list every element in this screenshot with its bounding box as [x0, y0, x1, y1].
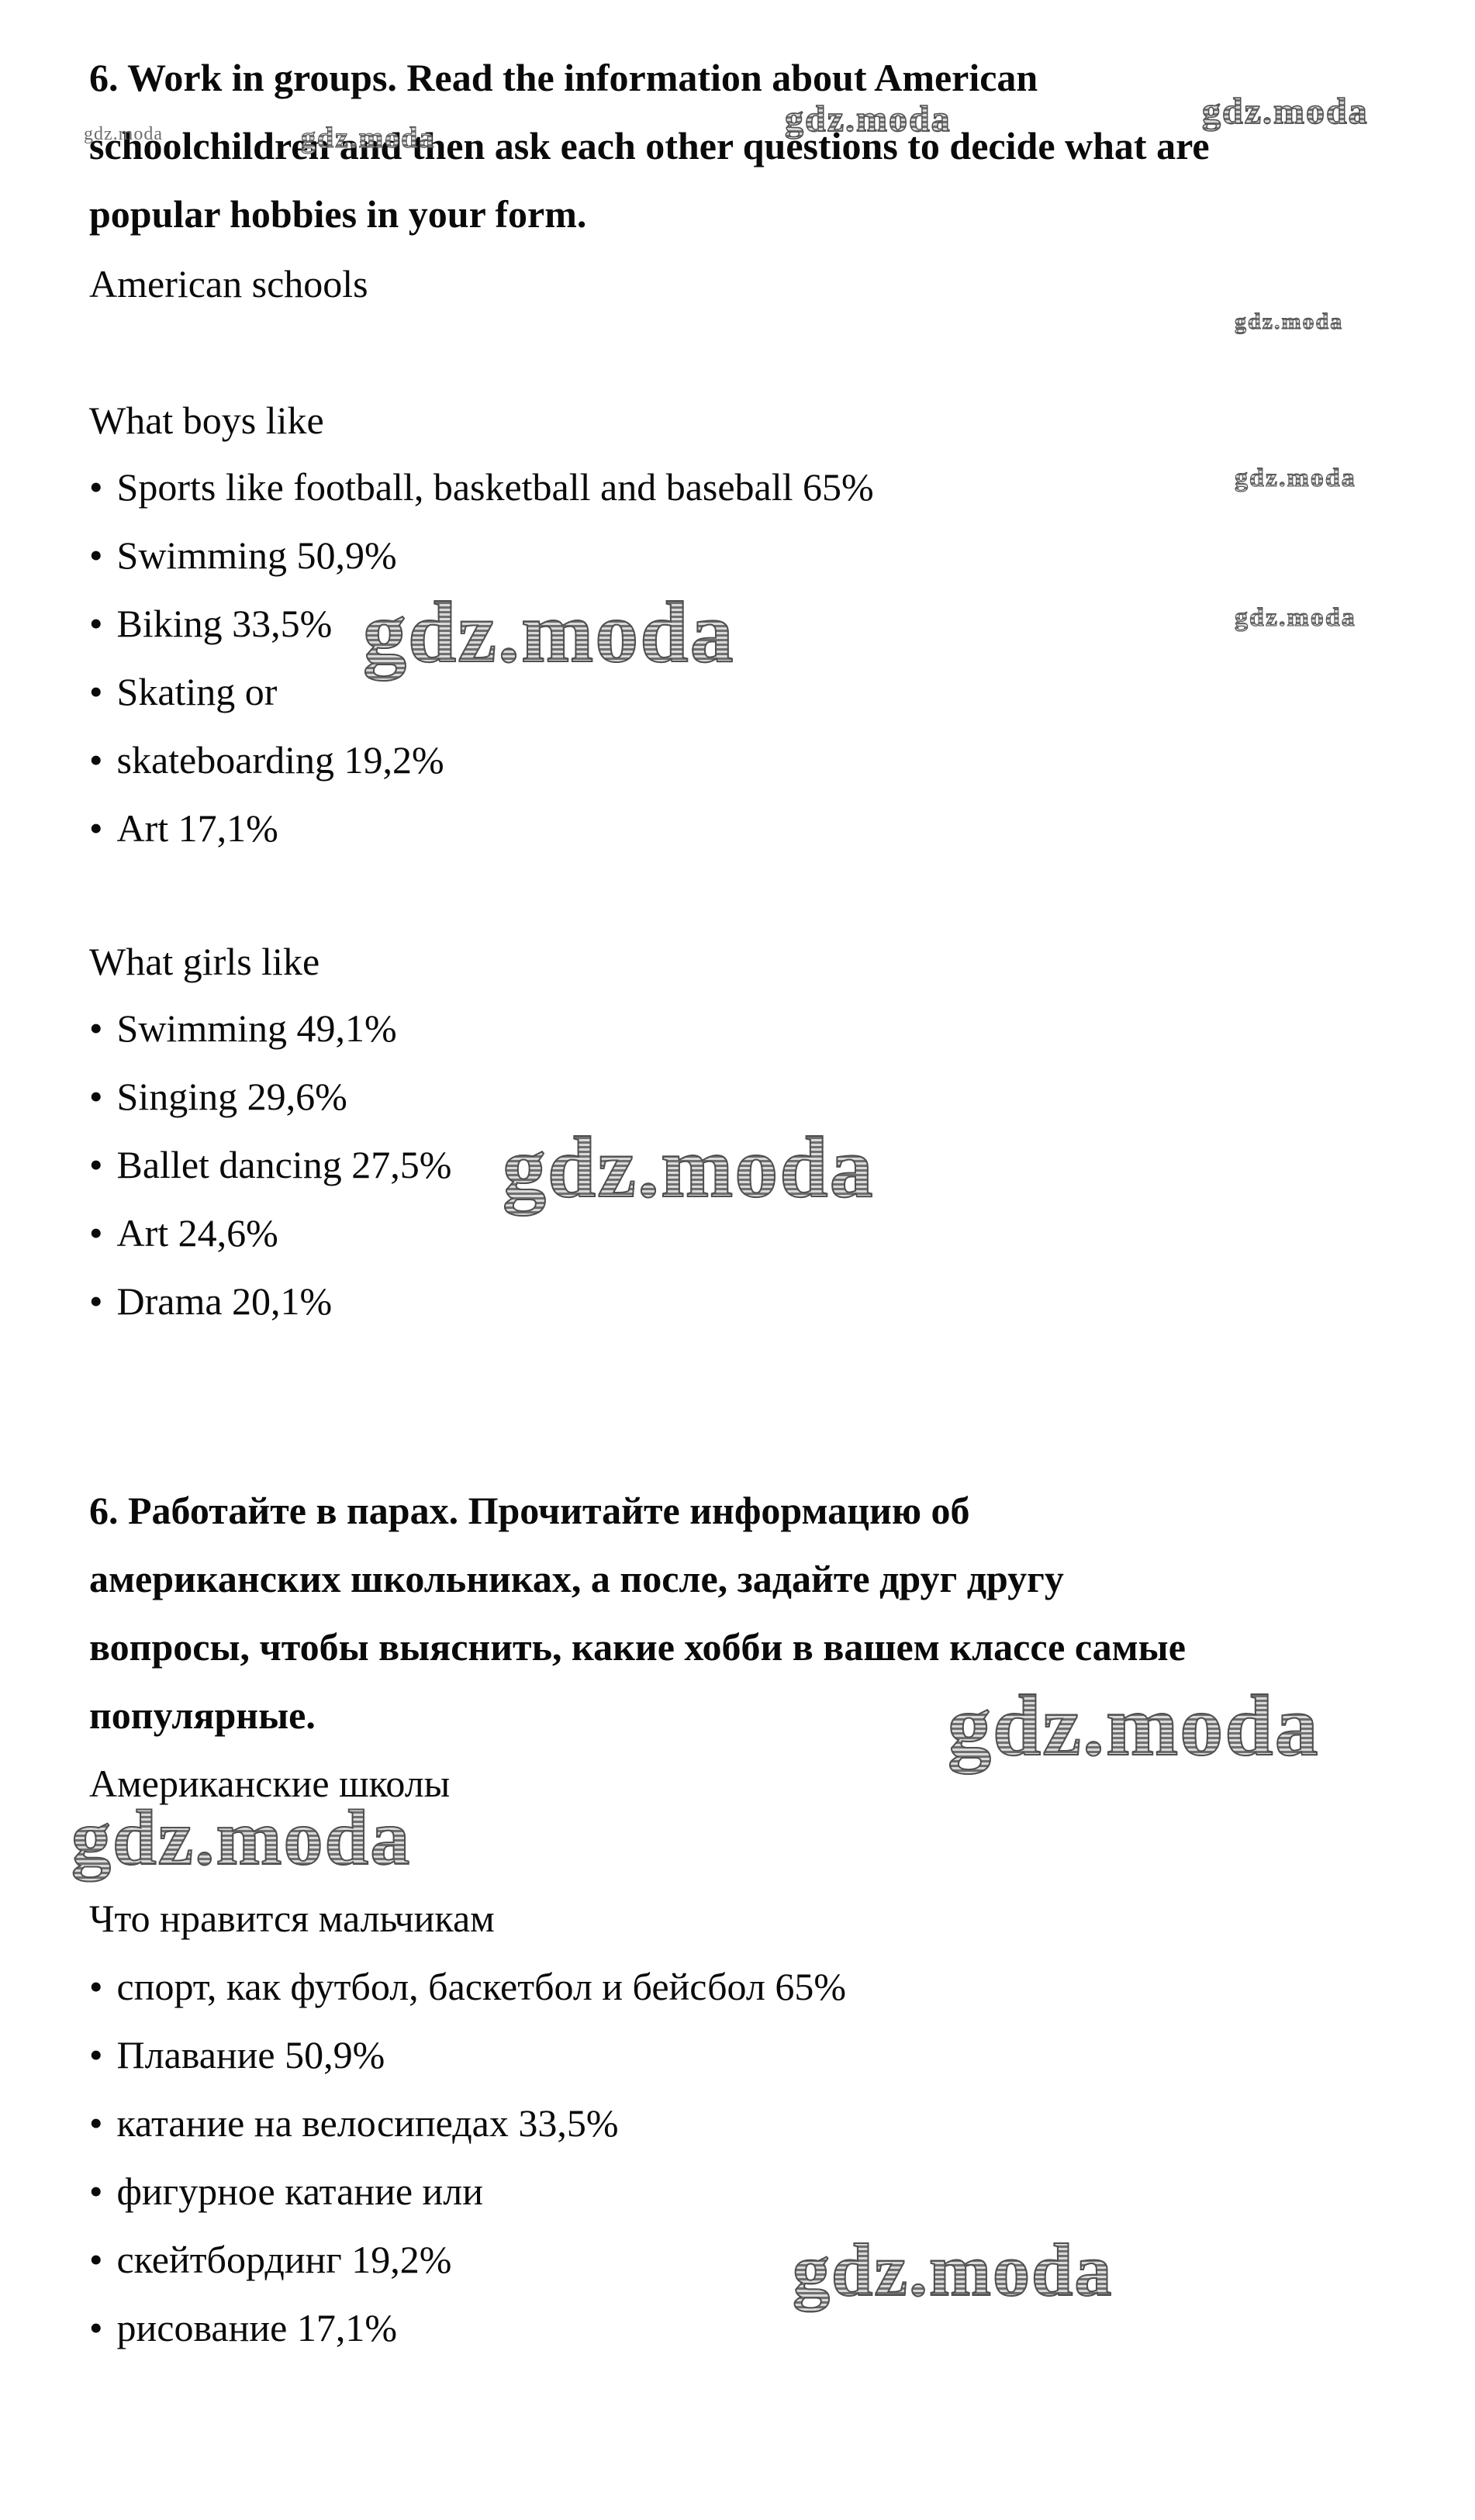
exercise-heading-en-line-1: 6. Work in groups. Read the information …	[89, 56, 1038, 99]
bullet-icon: •	[89, 1143, 103, 1186]
bullet-icon: •	[89, 738, 103, 782]
list-item: • фигурное катание или	[89, 2168, 483, 2214]
exercise-heading-ru-line-3: вопросы, чтобы выяснить, какие хобби в в…	[89, 1625, 1186, 1669]
list-item-text: Art 24,6%	[116, 1211, 278, 1255]
list-item-text: фигурное катание или	[116, 2170, 484, 2213]
exercise-heading-ru-line-1: 6. Работайте в парах. Прочитайте информа…	[89, 1489, 970, 1532]
list-item: • skateboarding 19,2%	[89, 737, 444, 783]
watermark: gdz.moda	[784, 98, 952, 140]
watermark: gdz.moda	[1235, 603, 1356, 633]
list-item-text: Swimming 50,9%	[116, 533, 397, 577]
list-item-text: катание на велосипедах 33,5%	[116, 2101, 619, 2145]
list-item: • Biking 33,5%	[89, 600, 332, 647]
list-item: • Skating or	[89, 668, 277, 715]
subtitle-american-schools-ru: Американские школы	[89, 1762, 451, 1805]
girls-list-title-en: What girls like	[89, 940, 320, 983]
exercise-heading-en-line-3: popular hobbies in your form.	[89, 192, 587, 236]
bullet-icon: •	[89, 1279, 103, 1323]
list-item: • катание на велосипедах 33,5%	[89, 2100, 619, 2146]
list-item: • Singing 29,6%	[89, 1073, 347, 1120]
list-item-text: Biking 33,5%	[116, 602, 333, 645]
list-item: • скейтбординг 19,2%	[89, 2236, 451, 2283]
list-item-text: Ballet dancing 27,5%	[116, 1143, 452, 1186]
boys-list-title-en: What boys like	[89, 399, 324, 442]
bullet-icon: •	[89, 2306, 103, 2349]
watermark: gdz.moda	[502, 1118, 875, 1218]
bullet-icon: •	[89, 2033, 103, 2076]
list-item-text: Drama 20,1%	[116, 1279, 333, 1323]
boys-list-title-ru: Что нравится мальчикам	[89, 1897, 495, 1940]
list-item-text: Sports like football, basketball and bas…	[116, 465, 874, 509]
list-item: • Ballet dancing 27,5%	[89, 1141, 451, 1188]
exercise-heading-ru-line-2: американских школьниках, а после, задайт…	[89, 1557, 1064, 1600]
bullet-icon: •	[89, 670, 103, 713]
list-item-text: рисование 17,1%	[116, 2306, 397, 2349]
watermark: gdz.moda	[362, 583, 735, 683]
list-item-text: Swimming 49,1%	[116, 1006, 397, 1050]
watermark: gdz.moda	[84, 124, 163, 144]
list-item-text: Плавание 50,9%	[116, 2033, 385, 2076]
watermark: gdz.moda	[947, 1676, 1320, 1776]
bullet-icon: •	[89, 2170, 103, 2213]
list-item: • Swimming 49,1%	[89, 1005, 397, 1051]
list-item-text: Skating or	[116, 670, 278, 713]
list-item: • Sports like football, basketball and b…	[89, 464, 874, 510]
list-item: • Swimming 50,9%	[89, 532, 397, 578]
bullet-icon: •	[89, 1965, 103, 2008]
list-item: • Art 17,1%	[89, 805, 278, 851]
bullet-icon: •	[89, 2101, 103, 2145]
bullet-icon: •	[89, 465, 103, 509]
watermark: gdz.moda	[71, 1793, 412, 1883]
bullet-icon: •	[89, 1006, 103, 1050]
exercise-heading-ru-line-4: популярные.	[89, 1693, 316, 1737]
watermark: gdz.moda	[1234, 309, 1344, 335]
bullet-icon: •	[89, 533, 103, 577]
list-item: • Drama 20,1%	[89, 1278, 332, 1324]
list-item-text: skateboarding 19,2%	[116, 738, 444, 782]
list-item-text: скейтбординг 19,2%	[116, 2238, 452, 2281]
list-item: • Плавание 50,9%	[89, 2032, 385, 2078]
watermark: gdz.moda	[792, 2228, 1114, 2312]
bullet-icon: •	[89, 806, 103, 850]
list-item-text: Singing 29,6%	[116, 1075, 347, 1118]
bullet-icon: •	[89, 602, 103, 645]
watermark: gdz.moda	[300, 122, 436, 155]
list-item: • спорт, как футбол, баскетбол и бейсбол…	[89, 1963, 846, 2010]
exercise-heading-en-line-2: schoolchildren and then ask each other q…	[89, 124, 1210, 167]
list-item-text: Art 17,1%	[116, 806, 278, 850]
bullet-icon: •	[89, 1075, 103, 1118]
list-item: • Art 24,6%	[89, 1210, 278, 1256]
list-item-text: спорт, как футбол, баскетбол и бейсбол 6…	[116, 1965, 846, 2008]
list-item: • рисование 17,1%	[89, 2304, 397, 2351]
watermark: gdz.moda	[1201, 90, 1369, 133]
bullet-icon: •	[89, 2238, 103, 2281]
bullet-icon: •	[89, 1211, 103, 1255]
watermark: gdz.moda	[1235, 464, 1356, 493]
subtitle-american-schools: American schools	[89, 262, 368, 306]
